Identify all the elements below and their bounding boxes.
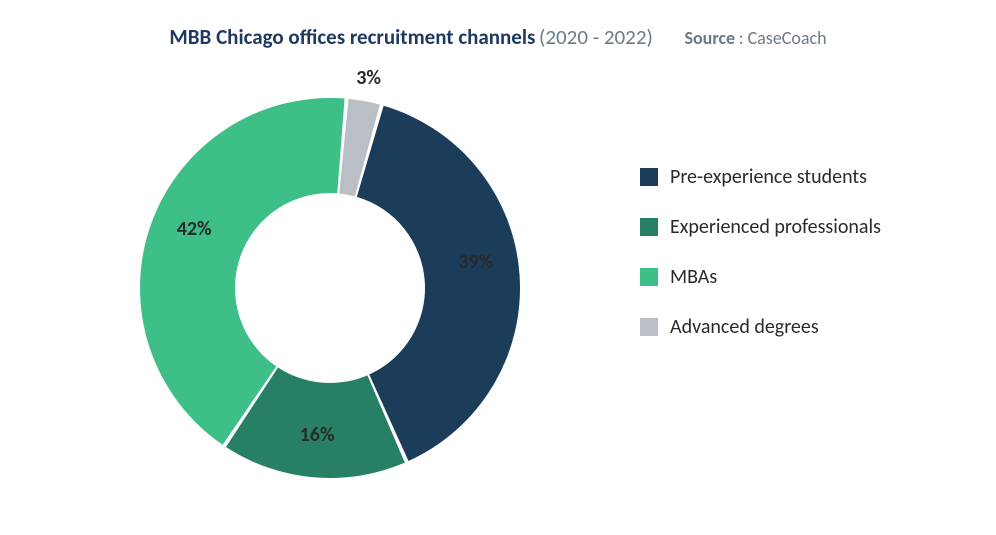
slice-label-advanced: 3%	[356, 66, 381, 90]
legend-label: Pre-experience students	[670, 165, 867, 189]
legend-label: Experienced professionals	[670, 215, 881, 239]
legend-item: Experienced professionals	[640, 215, 881, 239]
legend-swatch	[640, 318, 658, 336]
legend-item: Pre-experience students	[640, 165, 881, 189]
legend-swatch	[640, 168, 658, 186]
donut-chart: 3%39%16%42%	[120, 78, 540, 498]
source-label: Source	[684, 27, 735, 49]
chart-title-years: (2020 - 2022)	[539, 24, 653, 50]
slice-label-experienced: 16%	[300, 423, 335, 447]
chart-title-main: MBB Chicago offices recruitment channels	[169, 24, 535, 50]
chart-legend: Pre-experience students Experienced profe…	[640, 165, 881, 339]
legend-label: Advanced degrees	[670, 315, 819, 339]
legend-swatch	[640, 268, 658, 286]
slice-label-mbas: 42%	[177, 217, 212, 241]
legend-item: MBAs	[640, 265, 881, 289]
legend-swatch	[640, 218, 658, 236]
source-value: : CaseCoach	[739, 27, 827, 49]
chart-title-row: MBB Chicago offices recruitment channels…	[0, 24, 996, 50]
slice-label-preexp: 39%	[458, 250, 493, 274]
legend-label: MBAs	[670, 265, 717, 289]
legend-item: Advanced degrees	[640, 315, 881, 339]
